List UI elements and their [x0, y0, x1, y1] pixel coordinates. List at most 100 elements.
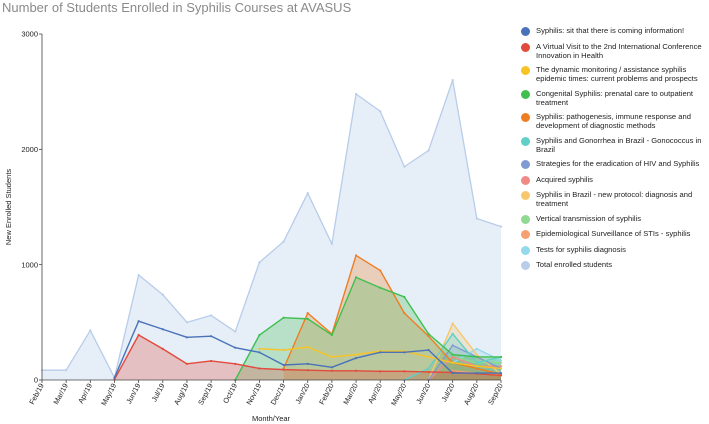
- legend-label: Strategies for the eradication of HIV an…: [536, 159, 700, 168]
- series-1-point: [137, 320, 140, 323]
- legend-item: Syphilis: pathogenesis, immune response …: [521, 112, 707, 130]
- series-3-point: [330, 355, 333, 359]
- series-2-point: [427, 370, 430, 374]
- series-7-line: [427, 344, 502, 381]
- x-tick-label: Jun/20: [414, 382, 432, 406]
- series-6-point: [451, 332, 454, 335]
- series-13-area: [42, 80, 501, 380]
- series-13-point: [234, 330, 237, 333]
- x-tick-label: Jul/19: [149, 382, 166, 403]
- x-tick-label: Feb/19: [27, 382, 46, 406]
- legend-item: Congenital Syphilis: prenatal care to ou…: [521, 89, 707, 107]
- legend-swatch: [521, 27, 530, 36]
- series-3-point: [451, 361, 454, 364]
- series-3-point: [475, 365, 478, 368]
- series-3-point: [499, 367, 503, 370]
- series-4-point: [379, 286, 382, 289]
- legend-item: Vertical transmission of syphilis: [521, 214, 707, 224]
- series-13-point: [161, 293, 164, 296]
- series-2-point: [258, 367, 261, 370]
- chart-title: Number of Students Enrolled in Syphilis …: [2, 0, 352, 15]
- series-4-point: [403, 295, 406, 299]
- legend-label: Vertical transmission of syphilis: [536, 213, 642, 223]
- legend-swatch: [521, 113, 530, 122]
- series-1-point: [282, 363, 285, 367]
- series-9-point: [451, 322, 454, 325]
- x-tick-label: Sep/20: [486, 382, 505, 407]
- series-1-point: [354, 356, 358, 360]
- legend-swatch: [521, 261, 530, 270]
- x-tick-label: May/20: [389, 382, 408, 407]
- series-4-point: [306, 317, 309, 320]
- series-4-area: [235, 277, 501, 380]
- series-4-point: [282, 316, 285, 319]
- legend-item: The dynamic monitoring / assistance syph…: [521, 65, 707, 83]
- series-3-point: [282, 348, 285, 352]
- y-tick-label: 3000: [21, 30, 38, 39]
- legend: Syphilis: sit that there is coming infor…: [521, 26, 707, 276]
- series-6-point: [475, 361, 478, 364]
- series-2-point: [306, 369, 309, 372]
- legend-item: Total enrolled students: [521, 260, 707, 270]
- series-13-point: [379, 110, 382, 113]
- series-11-point: [451, 369, 454, 372]
- series-13-point: [330, 242, 333, 246]
- series-4-point: [499, 355, 503, 359]
- series-13-point: [475, 217, 478, 220]
- legend-item: Syphilis in Brazil - new protocol: diagn…: [521, 190, 707, 208]
- series-1-point: [306, 362, 309, 365]
- series-1-point: [185, 336, 189, 339]
- series-2-point: [137, 333, 140, 337]
- x-tick-label: Apr/20: [366, 382, 384, 405]
- series-13-point: [354, 92, 358, 96]
- series-4-point: [475, 355, 478, 359]
- legend-swatch: [521, 42, 530, 52]
- legend-label: Syphilis in Brazil - new protocol: diagn…: [536, 190, 693, 208]
- series-3-point: [258, 347, 261, 350]
- series-1-point: [427, 348, 430, 352]
- x-tick-label: May/19: [99, 382, 118, 407]
- series-1-point: [330, 366, 333, 369]
- series-2-point: [282, 368, 285, 371]
- legend-swatch: [521, 214, 530, 224]
- series-1-point: [475, 371, 478, 375]
- line-layer: [40, 79, 503, 382]
- series-2-point: [403, 370, 406, 373]
- legend-swatch: [521, 66, 530, 75]
- x-tick-label: Nov/19: [244, 382, 263, 407]
- series-13-point: [210, 314, 213, 317]
- series-13-point: [89, 329, 92, 332]
- series-13-point: [282, 240, 285, 243]
- legend-label: Acquired syphilis: [536, 174, 593, 184]
- axes: [39, 33, 502, 383]
- series-2-point: [161, 347, 164, 350]
- x-axis-label: Month/Year: [252, 414, 291, 423]
- series-4-point: [451, 353, 454, 356]
- legend-label: Tests for syphilis diagnosis: [536, 244, 626, 254]
- series-13-line: [42, 79, 502, 379]
- legend-item: Acquired syphilis: [521, 175, 707, 185]
- x-tick-label: Jun/19: [124, 382, 142, 406]
- legend-item: Strategies for the eradication of HIV an…: [521, 159, 707, 169]
- series-1-point: [499, 371, 503, 375]
- x-tick-label: Sep/19: [196, 382, 215, 407]
- legend-label: Syphilis and Gonorrhea in Brazil - Gonoc…: [536, 135, 702, 154]
- series-13-point: [403, 165, 406, 168]
- series-13-point: [499, 225, 503, 228]
- series-13-point: [451, 79, 454, 82]
- series-2-area: [114, 335, 501, 380]
- x-tick-label: Aug/20: [462, 382, 481, 407]
- series-13-point: [306, 192, 309, 195]
- legend-item: Syphilis and Gonorrhea in Brazil - Gonoc…: [521, 136, 707, 154]
- legend-swatch: [521, 89, 530, 99]
- series-4-point: [354, 276, 358, 279]
- series-12-point: [499, 359, 503, 362]
- series-2-point: [330, 369, 333, 372]
- series-1-point: [210, 335, 213, 338]
- area-layer: [42, 80, 501, 380]
- legend-swatch: [521, 230, 530, 239]
- legend-label: Syphilis: sit that there is coming infor…: [536, 26, 685, 35]
- legend-label: The dynamic monitoring / assistance syph…: [536, 65, 698, 83]
- series-5-point: [475, 367, 478, 370]
